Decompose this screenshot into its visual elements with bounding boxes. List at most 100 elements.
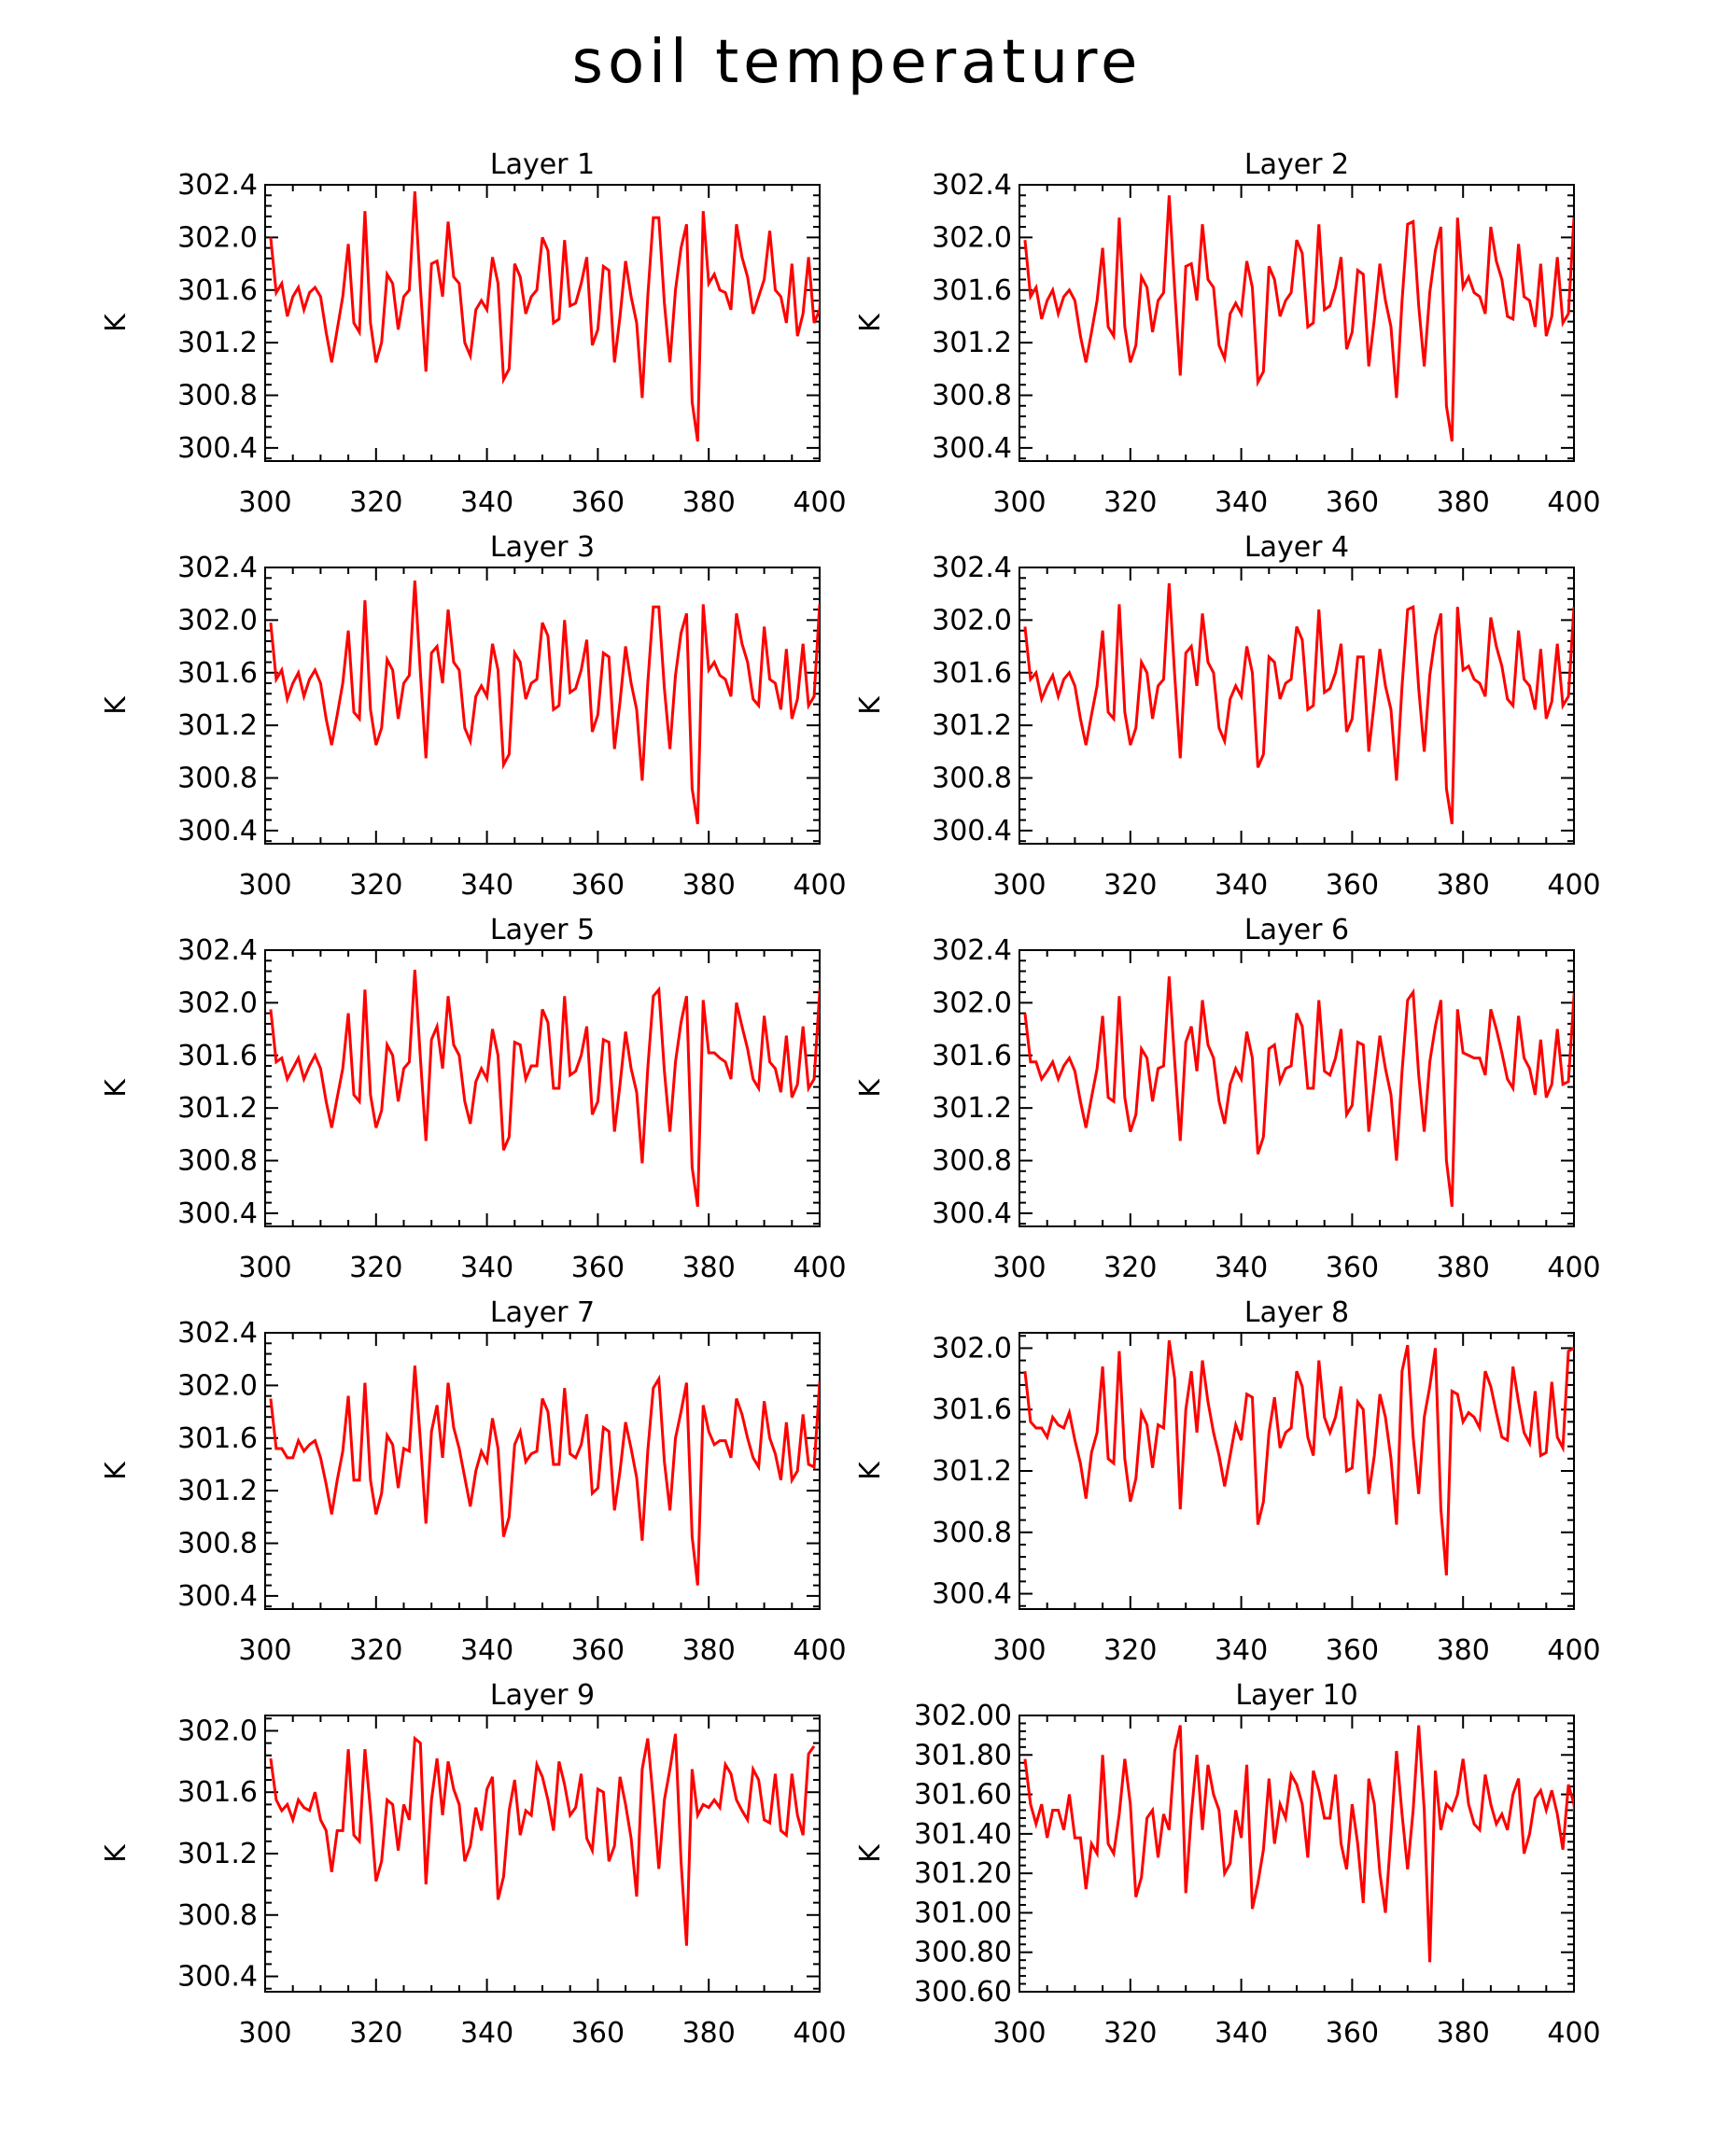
y-tick-label: 301.2: [177, 1838, 258, 1870]
panel-title: Layer 10: [1235, 1679, 1357, 1712]
y-tick-label: 300.8: [177, 1899, 258, 1932]
y-tick-label: 300.8: [932, 1145, 1012, 1178]
y-tick-label: 301.6: [932, 1393, 1012, 1426]
x-tick-label: 320: [349, 1634, 402, 1667]
x-tick-label: 320: [1103, 1634, 1157, 1667]
y-tick-label: 300.4: [932, 1197, 1012, 1230]
plot-frame: [264, 949, 821, 1227]
y-tick-label: 300.4: [932, 432, 1012, 465]
y-tick-label: 302.4: [932, 934, 1012, 967]
y-axis-label: K: [854, 313, 887, 332]
y-tick-label: 302.0: [932, 1332, 1012, 1365]
y-tick-label: 300.4: [177, 432, 258, 465]
y-tick-label: 300.4: [177, 1197, 258, 1230]
x-tick-label: 340: [1215, 2017, 1268, 2050]
x-tick-label: 360: [571, 2017, 625, 2050]
panel-title: Layer 2: [1244, 148, 1349, 181]
x-tick-label: 360: [1326, 1634, 1379, 1667]
y-tick-label: 301.6: [932, 274, 1012, 307]
y-tick-label: 300.8: [932, 763, 1012, 795]
y-tick-label: 300.8: [177, 763, 258, 795]
plot-frame: [264, 1332, 821, 1610]
y-tick-label: 301.2: [177, 709, 258, 742]
x-tick-label: 360: [1326, 486, 1379, 519]
x-tick-label: 360: [571, 1634, 625, 1667]
x-tick-label: 320: [349, 486, 402, 519]
x-tick-label: 400: [1547, 486, 1600, 519]
x-tick-label: 360: [571, 869, 625, 902]
y-tick-label: 301.80: [914, 1739, 1012, 1771]
x-tick-label: 380: [682, 486, 736, 519]
y-tick-label: 302.0: [177, 1715, 258, 1747]
x-tick-label: 320: [349, 2017, 402, 2050]
series-line: [1023, 195, 1574, 442]
x-tick-label: 300: [992, 2017, 1046, 2050]
panel-title: Layer 8: [1244, 1296, 1349, 1329]
x-tick-label: 300: [238, 869, 291, 902]
plot-frame: [264, 567, 821, 845]
chart-panel-7: Layer 7 300 320 340 360 380 400 300.4 300.8 301.2…: [100, 1296, 847, 1667]
x-tick-label: 380: [1437, 869, 1490, 902]
y-tick-label: 301.60: [914, 1779, 1012, 1812]
chart-panel-9: Layer 9 300 320 340 360 380 400 300.4 300.8 301.2…: [100, 1679, 847, 2050]
plot-frame: [1019, 184, 1575, 462]
x-tick-label: 340: [460, 486, 513, 519]
series-line: [269, 190, 820, 442]
x-tick-label: 300: [992, 486, 1046, 519]
x-tick-label: 380: [1437, 1252, 1490, 1284]
chart-panel-8: Layer 8 300 320 340 360 380 400 300.4 300.8 301.2…: [854, 1296, 1601, 1667]
y-axis-label: K: [854, 695, 887, 715]
y-tick-label: 301.6: [177, 1776, 258, 1809]
y-tick-label: 301.2: [932, 709, 1012, 742]
y-tick-label: 302.4: [932, 169, 1012, 202]
x-tick-label: 320: [349, 1252, 402, 1284]
series-line: [269, 1365, 820, 1586]
y-tick-label: 302.00: [914, 1700, 1012, 1732]
y-tick-label: 301.2: [932, 1092, 1012, 1125]
plot-frame: [1019, 949, 1575, 1227]
y-tick-label: 300.4: [932, 815, 1012, 847]
y-tick-label: 301.6: [177, 657, 258, 690]
chart-panel-6: Layer 6 300 320 340 360 380 400 300.4 300.8 301.2…: [854, 914, 1601, 1284]
x-tick-label: 340: [1215, 869, 1268, 902]
y-tick-label: 302.4: [177, 1317, 258, 1350]
x-tick-label: 380: [1437, 1634, 1490, 1667]
series-line: [1023, 582, 1574, 825]
x-tick-label: 320: [1103, 1252, 1157, 1284]
y-axis-label: K: [854, 1843, 887, 1863]
x-tick-label: 320: [1103, 486, 1157, 519]
x-tick-label: 320: [1103, 2017, 1157, 2050]
x-tick-label: 400: [1547, 2017, 1600, 2050]
y-tick-label: 300.4: [177, 1961, 258, 1994]
y-tick-label: 302.4: [177, 934, 258, 967]
y-tick-label: 301.40: [914, 1818, 1012, 1851]
chart-panel-5: Layer 5 300 320 340 360 380 400 300.4 300.8 301.2…: [100, 914, 847, 1284]
x-tick-label: 360: [571, 486, 625, 519]
y-tick-label: 302.0: [177, 604, 258, 637]
x-tick-label: 340: [1215, 1252, 1268, 1284]
y-tick-label: 301.20: [914, 1857, 1012, 1890]
y-axis-label: K: [854, 1078, 887, 1098]
x-tick-label: 340: [460, 1252, 513, 1284]
y-tick-label: 302.0: [932, 604, 1012, 637]
x-tick-label: 380: [682, 2017, 736, 2050]
y-tick-label: 301.6: [932, 657, 1012, 690]
chart-panel-2: Layer 2 300 320 340 360 380 400 300.4 300.8 301.2…: [854, 148, 1601, 519]
y-axis-label: K: [100, 313, 133, 332]
y-tick-label: 300.60: [914, 1976, 1012, 2009]
y-tick-label: 302.4: [177, 169, 258, 202]
y-tick-label: 302.0: [177, 987, 258, 1019]
y-tick-label: 301.6: [177, 1040, 258, 1072]
x-tick-label: 400: [793, 1252, 846, 1284]
y-tick-label: 302.4: [177, 552, 258, 584]
x-tick-label: 300: [238, 1634, 291, 1667]
x-tick-label: 300: [238, 486, 291, 519]
y-tick-label: 301.2: [177, 1475, 258, 1507]
y-axis-label: K: [100, 695, 133, 715]
x-tick-label: 300: [992, 1252, 1046, 1284]
y-tick-label: 301.6: [177, 1422, 258, 1455]
x-tick-label: 340: [460, 869, 513, 902]
y-tick-label: 302.0: [177, 1369, 258, 1402]
series-line: [269, 970, 820, 1208]
